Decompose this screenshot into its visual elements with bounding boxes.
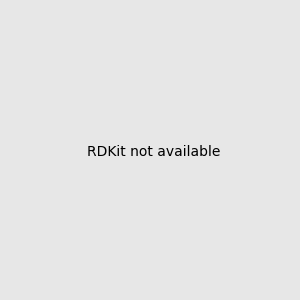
Text: RDKit not available: RDKit not available <box>87 145 220 158</box>
